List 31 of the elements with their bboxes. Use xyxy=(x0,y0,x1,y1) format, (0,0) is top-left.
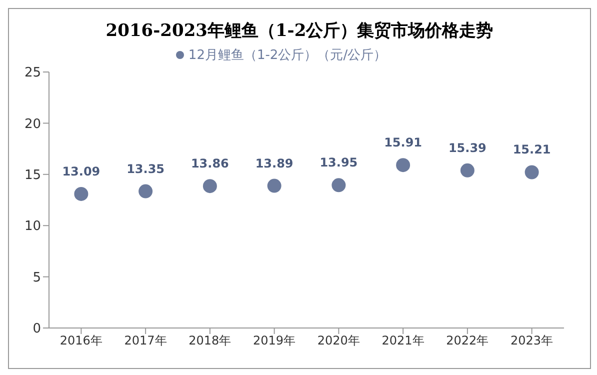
x-tick-label: 2018年 xyxy=(188,334,232,348)
x-tick-label: 2020年 xyxy=(317,334,360,348)
point xyxy=(394,156,412,174)
y-tick-label: 25 xyxy=(24,66,41,81)
point xyxy=(265,176,284,195)
data-label: 13.95 xyxy=(320,156,358,170)
x-tick-label: 2021年 xyxy=(382,334,424,348)
data-label: 13.09 xyxy=(62,164,100,178)
legend-label: 12月鲤鱼（1-2公斤）（元/公斤） xyxy=(188,48,387,63)
y-tick-label: 5 xyxy=(32,270,41,286)
point xyxy=(522,163,541,182)
point xyxy=(330,176,348,194)
x-tick-label: 2023年 xyxy=(510,334,554,348)
data-label: 13.89 xyxy=(255,156,294,170)
point xyxy=(136,182,155,200)
data-label: 15.39 xyxy=(448,140,486,155)
y-tick-label: 15 xyxy=(24,168,41,184)
point xyxy=(458,161,476,180)
x-tick-label: 2016年 xyxy=(60,334,102,348)
data-label: 15.21 xyxy=(512,142,551,157)
chart-title: 2016-2023年鲤鱼（1-2公斤）集贸市场价格走势 xyxy=(104,20,494,42)
x-tick-label: 2017年 xyxy=(124,334,167,348)
x-tick-label: 2022年 xyxy=(446,334,489,348)
x-tick-label: 2019年 xyxy=(253,334,296,348)
data-label: 15.91 xyxy=(384,136,422,150)
y-tick-label: 10 xyxy=(24,219,41,234)
y-tick-label: 0 xyxy=(32,322,41,337)
y-tick-label: 20 xyxy=(24,116,41,132)
data-label: 13.35 xyxy=(126,162,165,176)
data-label: 13.86 xyxy=(190,156,229,171)
point xyxy=(200,177,219,196)
